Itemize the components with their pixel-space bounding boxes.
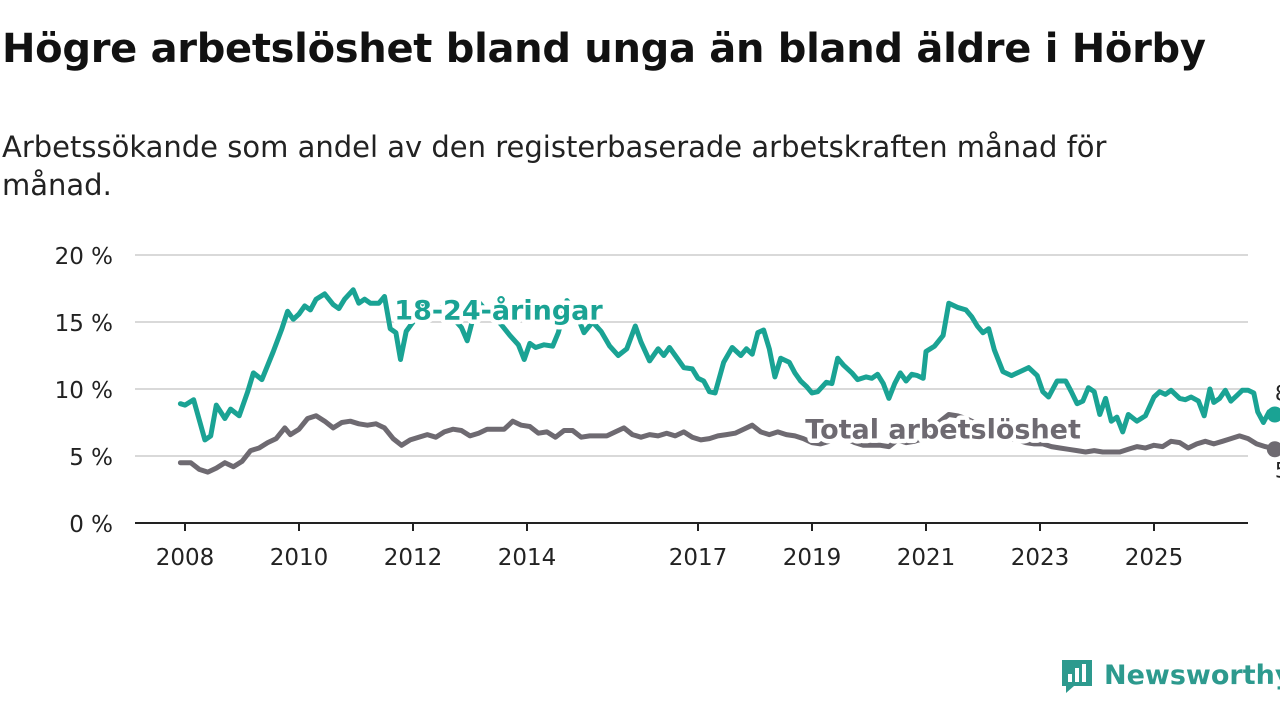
end-value-label-youth: 8,1 % <box>1275 381 1280 405</box>
y-tick-label: 20 % <box>55 244 113 270</box>
x-tick-label: 2010 <box>270 545 329 571</box>
chart-title: Högre arbetslöshet bland unga än bland ä… <box>2 26 1206 72</box>
x-tick-label: 2008 <box>156 545 215 571</box>
end-value-label-total: 5,5 % <box>1275 458 1280 482</box>
series-line-total <box>177 412 1278 475</box>
x-tick-label: 2023 <box>1011 545 1070 571</box>
series-line-youth <box>177 287 1278 443</box>
end-point-total <box>1266 441 1280 458</box>
series-name-label-youth: 18-24-åringar <box>394 294 603 326</box>
x-tick-label: 2012 <box>384 545 443 571</box>
y-tick-label: 10 % <box>55 378 113 404</box>
x-tick-label: 2014 <box>498 545 557 571</box>
series-labels: 18-24-åringar 8,1 % Total arbetslöshet 5,5 … <box>390 290 1280 485</box>
chart-subtitle: Arbetssökande som andel av den registerb… <box>2 130 1107 202</box>
y-tick-label: 5 % <box>69 445 113 471</box>
y-tick-label: 15 % <box>55 311 113 337</box>
x-tick-label: 2017 <box>669 545 728 571</box>
y-tick-label: 0 % <box>69 512 113 538</box>
line-chart: 0 %5 %10 %15 %20 % 2008 2010 2012 2014 2017 2… <box>55 244 1280 571</box>
x-tick-label: 2021 <box>897 545 956 571</box>
end-point-youth <box>1266 406 1280 423</box>
series-name-label-total: Total arbetslöshet <box>805 415 1081 446</box>
gridlines <box>135 254 1248 524</box>
newsworthy-logo-icon <box>1062 660 1092 693</box>
x-tick-label: 2019 <box>783 545 842 571</box>
x-tick-label: 2025 <box>1125 545 1184 571</box>
x-axis-ticks: 2008 2010 2012 2014 2017 2019 2021 2023 2025 <box>156 523 1184 571</box>
series-lines <box>177 287 1280 475</box>
y-axis-ticks: 0 % 5 % 10 % 15 % 20 % <box>55 244 113 538</box>
brand-name: Newsworthy <box>1104 659 1280 691</box>
newsworthy-brand[interactable]: Newsworthy <box>1060 655 1280 695</box>
